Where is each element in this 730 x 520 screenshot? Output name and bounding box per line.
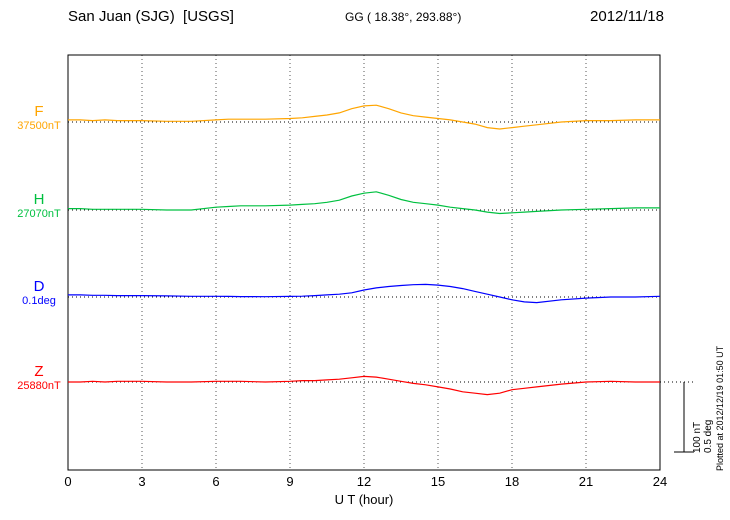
series-label-F: F 37500nT (6, 103, 72, 133)
x-tick-18: 18 (504, 474, 520, 489)
series-label-D: D 0.1deg (6, 278, 72, 308)
series-label-H: H 27070nT (6, 191, 72, 221)
series-baseline-F: 37500nT (17, 120, 61, 133)
geographic-coordinates-label: GG ( 18.38°, 293.88°) (345, 10, 462, 24)
x-tick-0: 0 (64, 474, 72, 489)
series-letter-F: F (34, 103, 44, 120)
series-baseline-D: 0.1deg (22, 295, 56, 308)
x-tick-24: 24 (652, 474, 668, 489)
scale-bar-label: 100 nT 0.5 deg (692, 420, 714, 453)
series-letter-Z: Z (34, 363, 44, 380)
series-baseline-Z: 25880nT (17, 380, 61, 393)
series-baseline-H: 27070nT (17, 208, 61, 221)
station-title: San Juan (SJG) [USGS] (68, 8, 234, 25)
series-letter-H: H (33, 191, 45, 208)
x-axis-label: U T (hour) (334, 492, 394, 507)
x-tick-6: 6 (212, 474, 220, 489)
x-tick-15: 15 (430, 474, 446, 489)
plotted-at-label: Plotted at 2012/12/19 01:50 UT (715, 345, 725, 471)
scale-deg-label: 0.5 deg (703, 419, 714, 453)
series-label-Z: Z 25880nT (6, 363, 72, 393)
x-tick-9: 9 (286, 474, 294, 489)
x-tick-21: 21 (578, 474, 594, 489)
date-label: 2012/11/18 (590, 8, 664, 25)
series-letter-D: D (33, 278, 45, 295)
x-tick-12: 12 (356, 474, 372, 489)
x-tick-3: 3 (138, 474, 146, 489)
scale-nT-label: 100 nT (692, 421, 703, 453)
